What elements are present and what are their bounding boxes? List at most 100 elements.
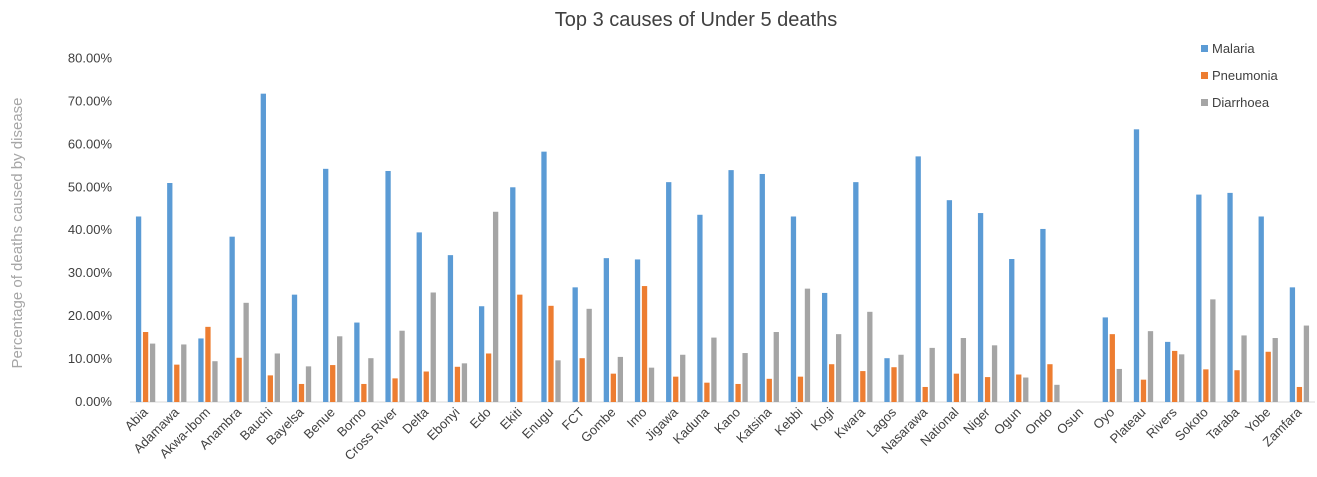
bar-malaria xyxy=(915,156,921,402)
bar-malaria xyxy=(1102,317,1108,402)
bar-malaria xyxy=(884,358,890,402)
y-tick-label: 30.00% xyxy=(68,265,113,280)
x-tick-label: Ebonyi xyxy=(424,404,463,443)
bar-diarrhoea xyxy=(617,356,624,402)
bar-diarrhoea xyxy=(1241,335,1247,402)
bar-malaria xyxy=(759,173,765,402)
bar-diarrhoea xyxy=(960,338,967,402)
bar-diarrhoea xyxy=(835,334,842,402)
bar-pneumonia xyxy=(330,365,336,402)
bar-pneumonia xyxy=(704,382,710,402)
bar-pneumonia xyxy=(142,332,149,402)
bar-malaria xyxy=(229,236,235,402)
bar-pneumonia xyxy=(1172,350,1178,402)
bar-pneumonia xyxy=(673,376,679,402)
x-tick-label: Benue xyxy=(301,405,338,442)
y-tick-label: 0.00% xyxy=(75,394,112,409)
bar-pneumonia xyxy=(548,305,554,402)
y-tick-label: 50.00% xyxy=(68,179,113,194)
bar-malaria xyxy=(853,182,859,402)
bar-pneumonia xyxy=(174,364,180,402)
bar-malaria xyxy=(354,322,360,402)
bar-pneumonia xyxy=(361,383,367,402)
bar-pneumonia xyxy=(1140,379,1147,402)
bar-diarrhoea xyxy=(1054,384,1060,402)
bar-malaria xyxy=(728,170,734,402)
x-tick-label: Enugu xyxy=(519,405,556,442)
bar-pneumonia xyxy=(1047,364,1053,402)
bar-diarrhoea xyxy=(430,292,436,402)
bar-malaria xyxy=(385,170,391,402)
bar-malaria xyxy=(946,200,953,402)
y-tick-label: 70.00% xyxy=(68,93,113,108)
bar-malaria xyxy=(572,287,578,402)
bar-malaria xyxy=(1009,259,1015,402)
bar-malaria xyxy=(697,214,703,402)
bar-diarrhoea xyxy=(1147,331,1154,402)
bar-pneumonia xyxy=(641,286,648,402)
bar-pneumonia xyxy=(1296,386,1303,402)
bar-pneumonia xyxy=(735,383,741,402)
bar-diarrhoea xyxy=(305,366,312,402)
x-tick-label: Ondo xyxy=(1022,405,1055,438)
bar-pneumonia xyxy=(1265,351,1271,402)
bars xyxy=(135,93,1310,403)
bar-diarrhoea xyxy=(181,344,187,402)
bar-pneumonia xyxy=(236,357,242,402)
bar-malaria xyxy=(416,232,422,402)
legend: Malaria Pneumonia Diarrhoea xyxy=(1201,41,1279,110)
bar-diarrhoea xyxy=(680,354,686,402)
bar-pneumonia xyxy=(454,366,461,402)
bar-diarrhoea xyxy=(399,330,405,402)
bar-malaria xyxy=(1227,192,1233,402)
x-tick-label: Niger xyxy=(960,404,993,437)
bar-diarrhoea xyxy=(1023,377,1029,402)
bar-pneumonia xyxy=(485,353,492,402)
bar-pneumonia xyxy=(766,378,772,402)
bar-pneumonia xyxy=(1234,370,1240,402)
bar-pneumonia xyxy=(1203,369,1209,402)
bar-diarrhoea xyxy=(337,336,343,402)
bar-malaria xyxy=(1289,287,1296,402)
axes: 0.00% 10.00% 20.00% 30.00% 40.00% 50.00% 60.00… xyxy=(68,50,1315,463)
bar-diarrhoea xyxy=(1210,299,1216,402)
bar-malaria xyxy=(821,292,828,402)
x-tick-label: Imo xyxy=(624,405,650,431)
bar-diarrhoea xyxy=(274,353,280,402)
bar-diarrhoea xyxy=(1303,325,1310,402)
legend-label: Malaria xyxy=(1212,41,1255,56)
legend-swatch xyxy=(1201,45,1208,52)
bar-diarrhoea xyxy=(742,353,748,402)
x-tick-label: Taraba xyxy=(1203,404,1242,443)
x-tick-label: Ogun xyxy=(991,405,1024,438)
bar-pneumonia xyxy=(828,364,835,402)
bar-pneumonia xyxy=(205,326,211,402)
bar-diarrhoea xyxy=(929,347,935,402)
bar-pneumonia xyxy=(891,367,897,402)
y-tick-label: 20.00% xyxy=(68,308,113,323)
bar-diarrhoea xyxy=(368,358,374,402)
bar-malaria xyxy=(1196,194,1202,402)
bar-malaria xyxy=(135,216,142,402)
bar-malaria xyxy=(478,306,485,402)
bar-malaria xyxy=(603,258,610,402)
bar-malaria xyxy=(977,213,984,402)
bar-pneumonia xyxy=(1109,334,1115,402)
bar-malaria xyxy=(198,338,204,402)
x-tick-label: Kwara xyxy=(831,404,868,441)
bar-pneumonia xyxy=(922,386,928,402)
bar-diarrhoea xyxy=(991,345,998,402)
x-tick-label: Kaduna xyxy=(670,404,713,447)
y-tick-label: 10.00% xyxy=(68,351,113,366)
legend-label: Pneumonia xyxy=(1212,68,1279,83)
bar-diarrhoea xyxy=(243,302,249,402)
bar-malaria xyxy=(510,187,516,402)
bar-malaria xyxy=(167,183,173,402)
x-tick-label: Edo xyxy=(467,405,494,432)
bar-pneumonia xyxy=(423,371,429,402)
bar-malaria xyxy=(666,182,672,402)
bar-diarrhoea xyxy=(1179,354,1185,402)
bar-pneumonia xyxy=(984,377,991,402)
bar-diarrhoea xyxy=(711,337,717,402)
